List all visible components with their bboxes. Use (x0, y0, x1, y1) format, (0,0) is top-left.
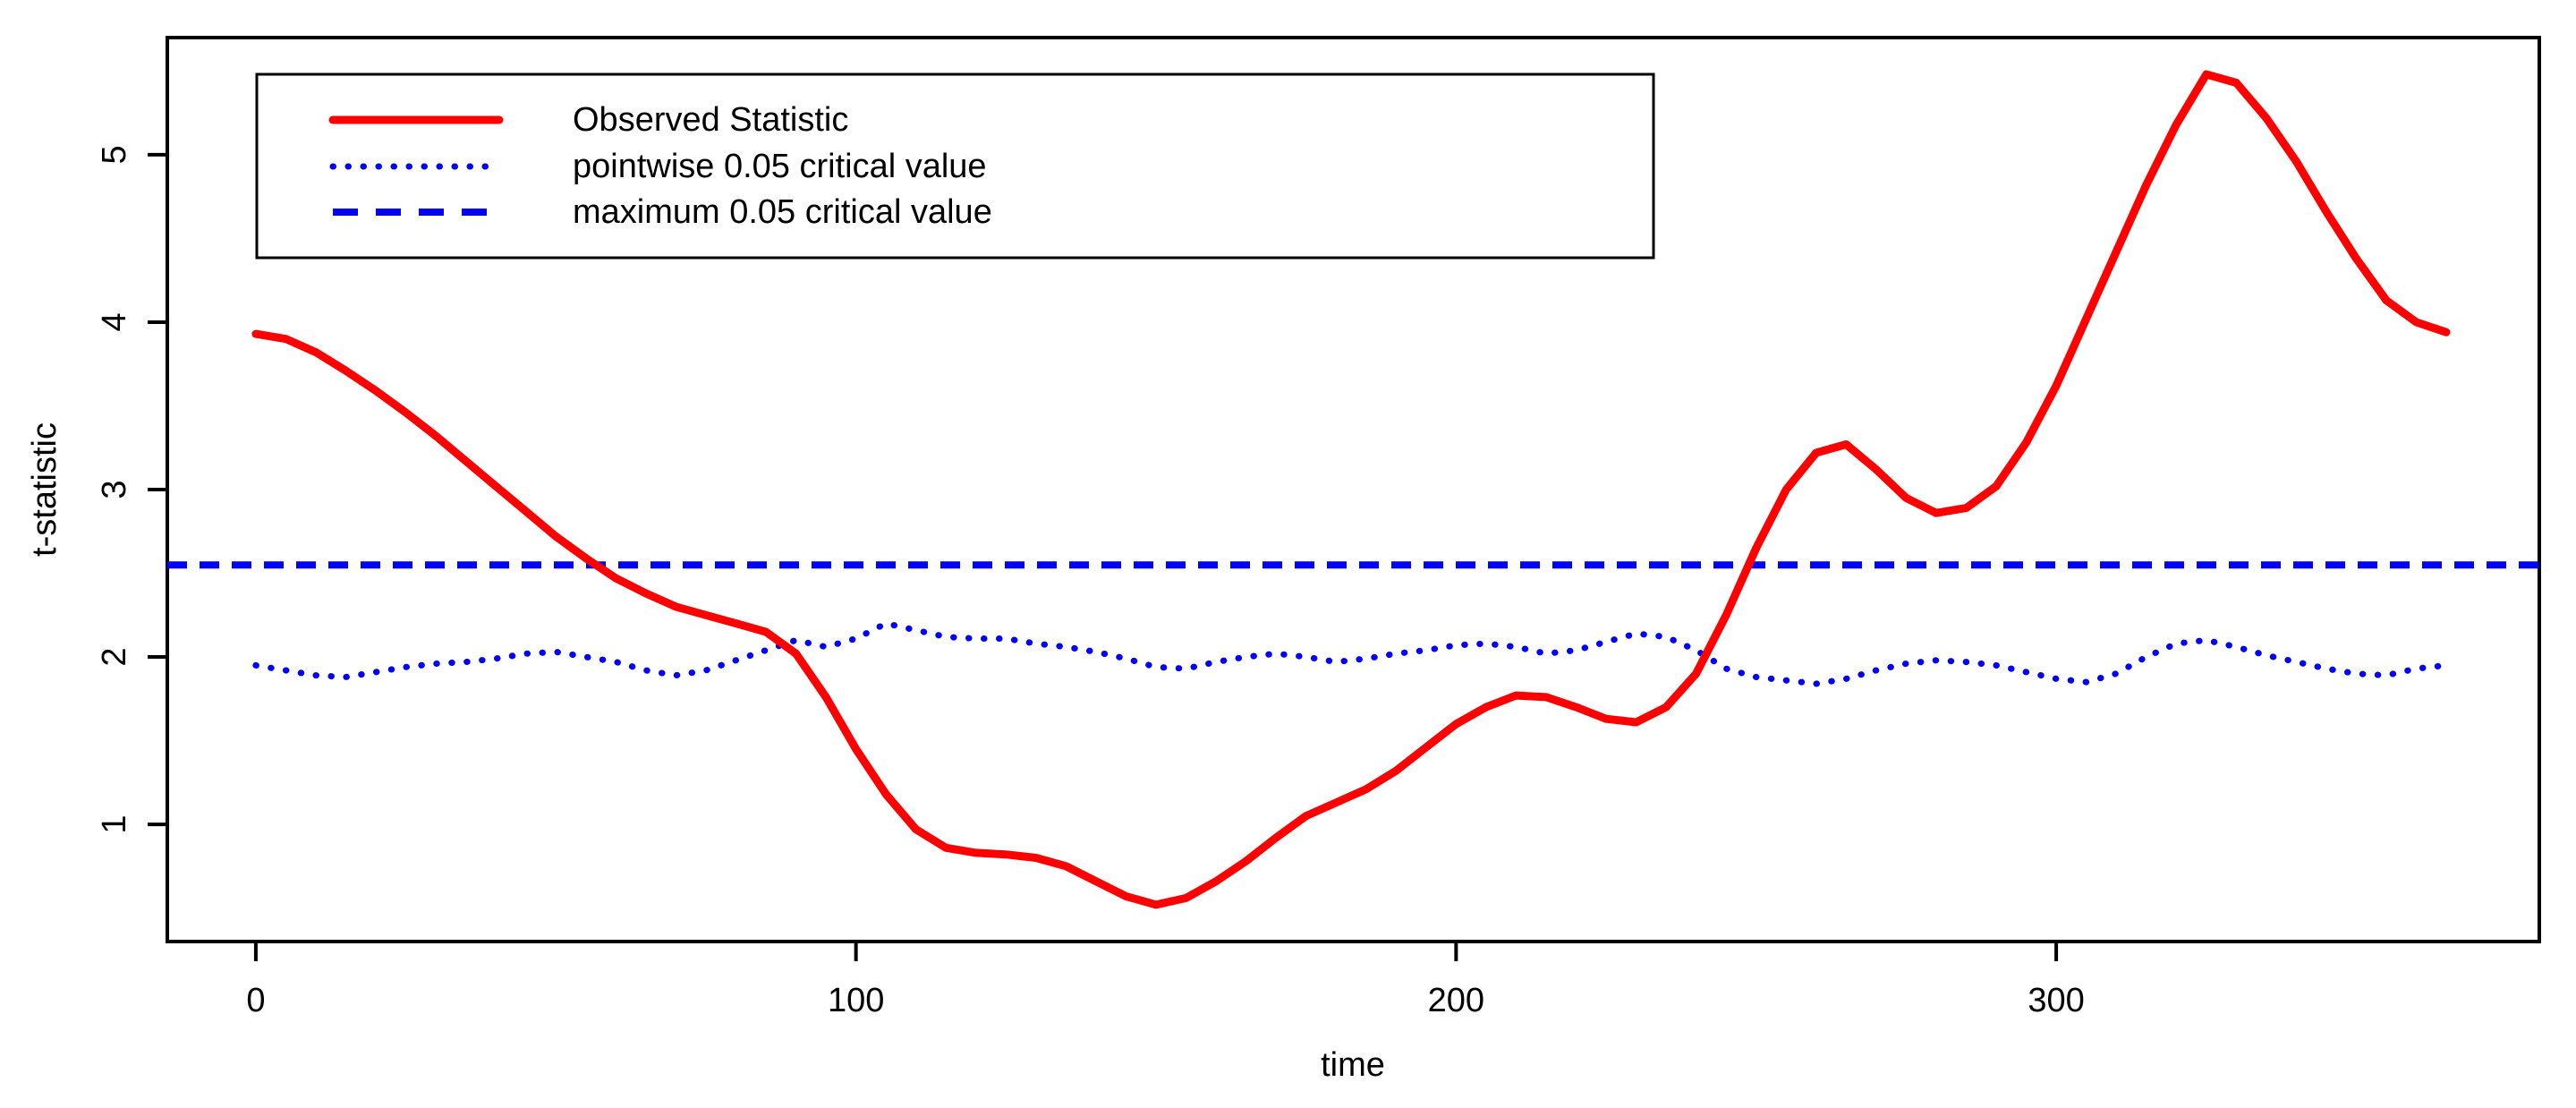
x-tick-label: 0 (246, 982, 265, 1019)
y-tick-label: 3 (96, 480, 133, 499)
y-axis-title: t-statistic (26, 422, 64, 557)
legend-label-observed: Observed Statistic (573, 101, 848, 139)
x-tick-label: 200 (1428, 982, 1484, 1019)
x-axis: 0 100 200 300 (246, 942, 2085, 1019)
x-tick-label: 300 (2028, 982, 2084, 1019)
x-axis-title: time (1321, 1046, 1385, 1084)
legend-border (255, 72, 1655, 260)
y-tick-label: 2 (96, 647, 133, 666)
y-tick-label: 4 (96, 312, 133, 331)
y-tick-label: 1 (96, 815, 133, 834)
y-axis: 1 2 3 4 5 (96, 145, 167, 834)
pointwise-critical-value-line (252, 619, 2450, 687)
legend-item-pointwise: pointwise 0.05 critical value (329, 148, 987, 185)
legend-label-maximum: maximum 0.05 critical value (573, 193, 992, 231)
legend-item-maximum: maximum 0.05 critical value (333, 193, 992, 231)
y-tick-label: 5 (96, 145, 133, 164)
observed-statistic-line (251, 70, 2451, 909)
x-tick-label: 100 (828, 982, 884, 1019)
legend-item-observed: Observed Statistic (328, 101, 848, 139)
legend-label-pointwise: pointwise 0.05 critical value (573, 148, 987, 185)
legend: Observed Statistic pointwise 0.05 critic… (255, 72, 1655, 260)
